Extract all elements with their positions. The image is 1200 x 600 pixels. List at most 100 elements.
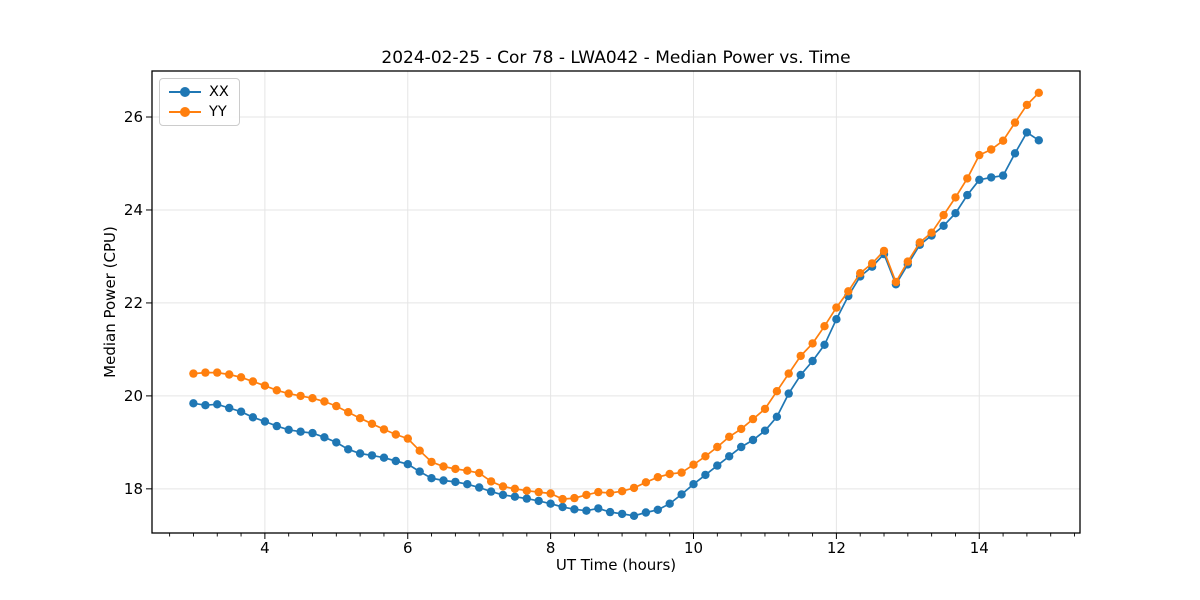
data-point — [510, 484, 520, 493]
data-point — [570, 505, 579, 514]
data-point — [975, 175, 984, 184]
data-point — [344, 445, 353, 454]
data-point — [820, 322, 829, 331]
data-point — [320, 433, 329, 442]
axes: 18 20 22 24 26 4 6 8 10 12 14 — [124, 108, 1075, 557]
data-point — [879, 246, 889, 256]
data-point — [391, 430, 400, 439]
data-point — [653, 505, 662, 514]
data-point — [189, 399, 198, 408]
data-point — [772, 387, 782, 396]
data-point — [808, 356, 817, 366]
data-point — [284, 425, 293, 434]
data-point — [355, 414, 365, 423]
data-point — [915, 238, 924, 247]
data-point — [748, 414, 758, 424]
data-point — [272, 421, 281, 431]
data-point — [701, 470, 710, 480]
data-point — [594, 504, 603, 513]
x-axis-label: UT Time (hours) — [555, 556, 677, 574]
data-point — [236, 407, 246, 416]
data-point — [332, 401, 341, 411]
legend-swatch-yy — [169, 107, 201, 118]
plot-frame — [151, 70, 1081, 534]
data-point — [260, 417, 270, 426]
data-point — [951, 209, 960, 218]
data-point — [379, 425, 389, 434]
data-point — [475, 483, 484, 492]
data-point — [403, 460, 412, 469]
data-point — [427, 457, 436, 467]
data-point — [629, 483, 639, 493]
data-point — [856, 269, 865, 278]
data-point — [713, 442, 722, 452]
data-point — [665, 469, 674, 479]
legend-item-yy: YY — [169, 104, 229, 120]
series-YY-line — [193, 92, 1040, 500]
data-point — [570, 493, 579, 503]
data-point — [594, 487, 603, 497]
data-point — [367, 419, 377, 428]
data-point — [760, 426, 770, 435]
x-tick-label: 4 — [260, 539, 270, 557]
data-point — [248, 377, 258, 386]
data-point — [713, 461, 722, 470]
data-point — [546, 489, 555, 498]
data-point — [832, 303, 841, 312]
data-point — [201, 368, 210, 377]
data-point — [677, 468, 686, 477]
data-point — [332, 438, 341, 447]
data-point — [355, 449, 365, 458]
data-point — [451, 477, 460, 487]
data-point — [998, 171, 1008, 180]
data-point — [1010, 149, 1020, 158]
data-point — [963, 190, 972, 200]
data-point — [498, 482, 508, 491]
data-point — [772, 412, 782, 421]
data-point — [534, 496, 543, 506]
data-point — [605, 507, 615, 517]
data-point — [784, 389, 793, 398]
data-point — [653, 473, 662, 482]
data-point — [225, 370, 234, 379]
data-point — [939, 221, 948, 230]
data-point — [939, 210, 948, 220]
gridlines — [152, 71, 1080, 533]
data-point — [629, 511, 639, 520]
data-point — [201, 401, 210, 410]
data-point — [963, 174, 972, 183]
data-point — [558, 502, 567, 512]
data-point — [820, 340, 829, 349]
data-point — [486, 487, 496, 496]
data-point — [701, 452, 710, 461]
data-point — [975, 150, 984, 160]
data-point — [737, 442, 746, 452]
data-point — [320, 397, 329, 406]
data-point — [641, 508, 651, 517]
data-point — [415, 467, 424, 476]
data-point — [213, 400, 222, 409]
data-point — [296, 427, 305, 436]
y-tick-label: 18 — [124, 480, 143, 498]
data-point — [558, 494, 567, 504]
data-point — [367, 451, 377, 460]
data-point — [522, 494, 531, 503]
x-tick-label: 8 — [546, 539, 556, 557]
data-point — [867, 259, 877, 268]
data-point — [689, 460, 698, 469]
data-point — [748, 435, 758, 445]
data-point — [427, 474, 436, 483]
y-axis-label: Median Power (CPU) — [101, 226, 119, 378]
chart-title: 2024-02-25 - Cor 78 - LWA042 - Median Po… — [381, 48, 851, 68]
data-point — [796, 351, 805, 361]
data-point — [510, 492, 520, 501]
data-point — [689, 480, 698, 489]
data-point — [236, 373, 246, 382]
y-tick-label: 22 — [124, 294, 143, 312]
data-point — [213, 368, 222, 377]
data-point — [486, 477, 496, 486]
data-point — [498, 490, 508, 500]
data-point — [391, 456, 400, 466]
data-point — [760, 404, 770, 414]
data-point — [463, 466, 472, 475]
